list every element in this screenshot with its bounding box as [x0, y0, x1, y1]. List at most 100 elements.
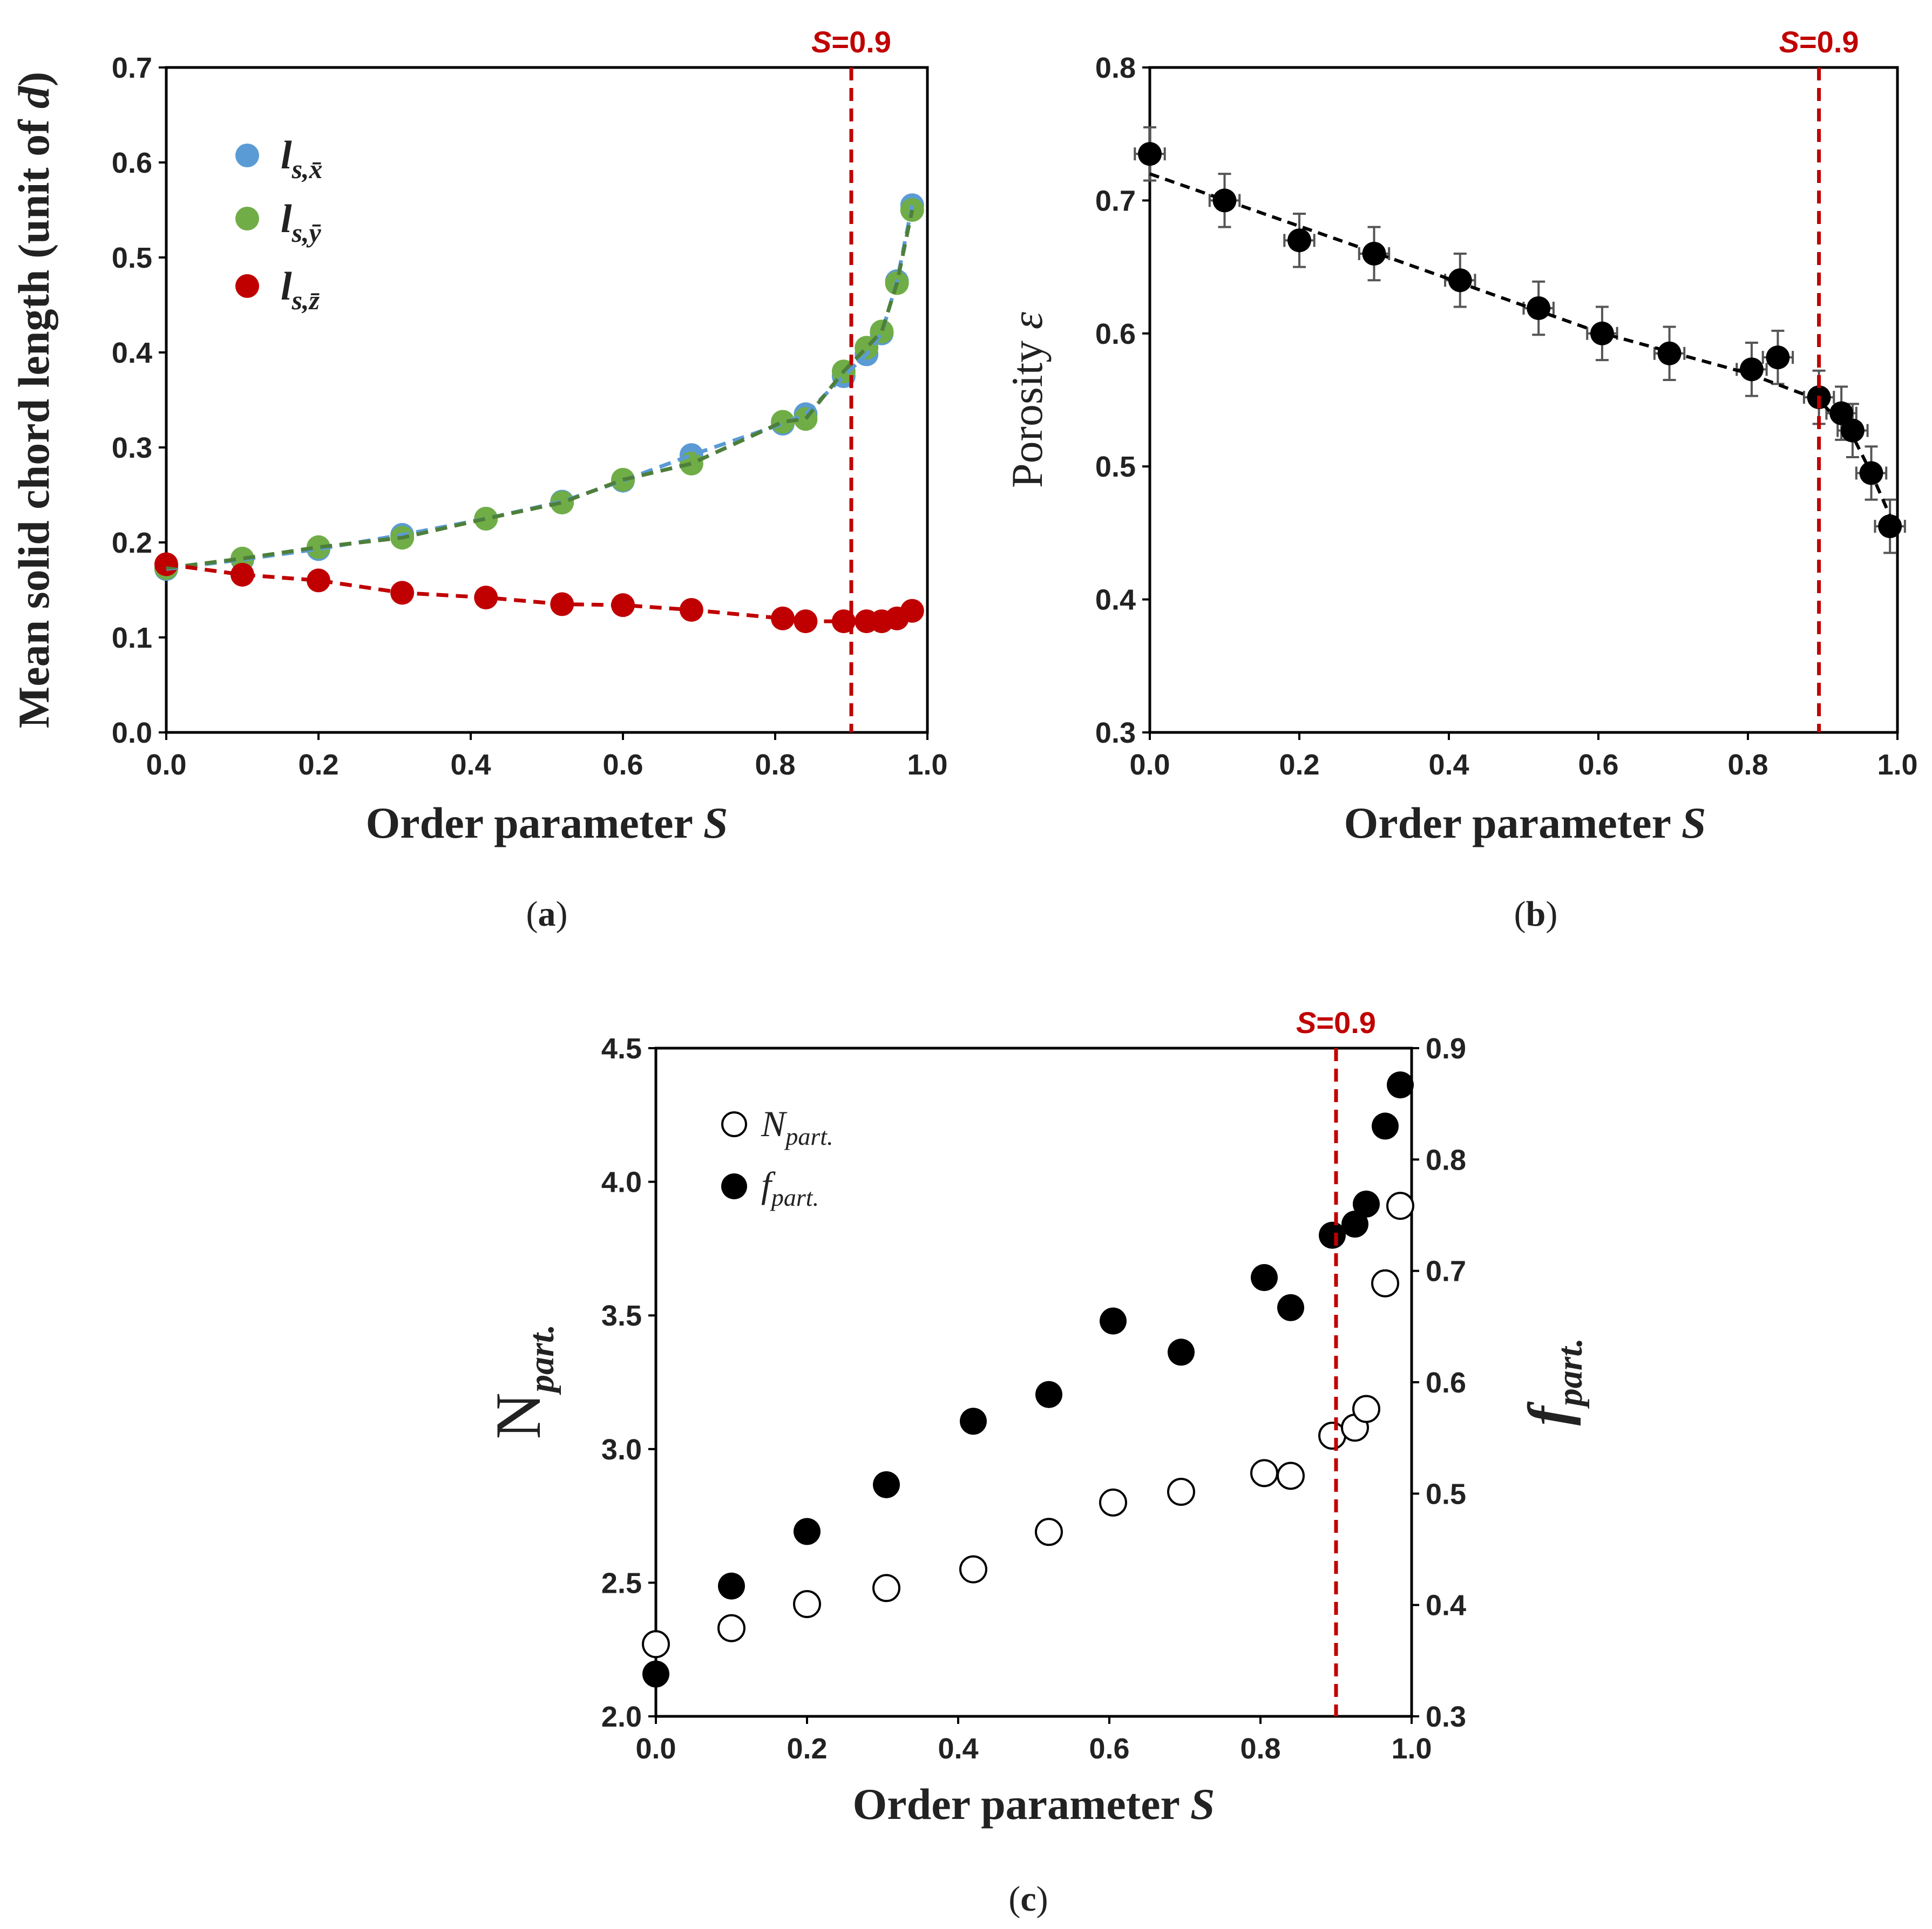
- panel-b: 0.0 0.2 0.4 0.6 0.8 1.0 0.3 0.4 0.5 0.6 0.7 0.8 S=0…: [1002, 25, 1918, 934]
- panel-c-right-axis-label: fpart.: [1517, 1338, 1590, 1426]
- panel-a-y-tick-label: 0.0: [112, 717, 152, 749]
- panel-c-point-fpart: [1372, 1112, 1399, 1140]
- panel-c-point-fpart: [960, 1408, 987, 1435]
- panel-a-y-tick-label: 0.3: [112, 432, 152, 464]
- panel-a-trend-line-series-1: [166, 209, 914, 570]
- panel-c-x-tick-label: 1.0: [1391, 1733, 1432, 1765]
- panel-b-x-tick-label: 0.8: [1727, 749, 1768, 781]
- panel-a-point-series-2: [611, 593, 635, 617]
- panel-c-x-tick-label: 0.6: [1089, 1733, 1129, 1765]
- panel-b-x-tick-label: 0.0: [1129, 749, 1170, 781]
- panel-b-y-tick-label: 0.5: [1095, 451, 1136, 483]
- panel-b-y-tick-label: 0.3: [1095, 717, 1136, 749]
- panel-c-point-fpart: [1168, 1339, 1195, 1366]
- panel-a-x-tick-label: 1.0: [907, 749, 947, 781]
- panel-a-point-series-1: [474, 507, 498, 531]
- panel-b-point: [1878, 514, 1902, 539]
- panel-b-point: [1840, 418, 1865, 443]
- panel-c-point-npart: [1099, 1488, 1127, 1517]
- panel-b-trend-line: [1149, 172, 1899, 534]
- panel-b-point: [1590, 321, 1614, 345]
- panel-b-point: [1657, 341, 1682, 365]
- panel-c-point-fpart: [718, 1572, 745, 1600]
- panel-c-point-fpart: [1251, 1264, 1278, 1292]
- panel-b-point: [1138, 142, 1162, 166]
- legend-label-npart: Npart.: [761, 1103, 833, 1150]
- panel-a-point-series-2: [307, 568, 330, 593]
- panel-c-point-fpart: [1319, 1221, 1346, 1249]
- panel-a-y-tick-label: 0.5: [112, 242, 152, 274]
- panel-c-point-npart: [717, 1614, 745, 1642]
- legend-label-lsx: ls,x̄: [281, 133, 323, 184]
- panel-a-x-tick-label: 0.6: [602, 749, 643, 781]
- legend-marker-fpart: [721, 1173, 747, 1199]
- panel-c-legend: Npart. fpart.: [721, 1103, 833, 1211]
- panel-c-x-axis-label: Order parameter S: [852, 1779, 1215, 1829]
- panel-a-point-series-2: [231, 562, 254, 587]
- panel-c-left-axis-label: Npart.: [482, 1324, 561, 1439]
- panel-c-point-npart: [793, 1590, 821, 1619]
- legend-marker-lsx: [235, 144, 259, 167]
- panel-a-caption: (a): [526, 894, 568, 934]
- panel-c-point-fpart: [1100, 1307, 1127, 1335]
- panel-c-right-y-tick-label: 0.3: [1426, 1701, 1466, 1733]
- panel-b-caption: (b): [1514, 894, 1558, 934]
- panel-c-x-tick-label: 0.2: [787, 1733, 827, 1765]
- panel-b-threshold-label: S=0.9: [1779, 25, 1859, 59]
- panel-a-y-tick-label: 0.7: [112, 52, 152, 84]
- panel-b-point: [1212, 188, 1237, 213]
- panel-c-point-npart: [642, 1630, 670, 1659]
- panel-b-x-tick-label: 0.2: [1279, 749, 1319, 781]
- legend-marker-lsz: [235, 274, 259, 298]
- panel-c-point-npart: [959, 1555, 987, 1584]
- panel-b-y-tick-label: 0.6: [1095, 318, 1136, 350]
- panel-c-point-fpart: [1387, 1071, 1414, 1099]
- panel-b-point: [1287, 228, 1311, 253]
- panel-a-trend-line-series-2: [166, 562, 913, 623]
- panel-c-threshold-label: S=0.9: [1296, 1006, 1376, 1040]
- panel-a-plot-frame: [165, 66, 929, 734]
- panel-a: 0.0 0.2 0.4 0.6 0.8 1.0 0.0 0.1 0.2 0.3 0.4 0.5 0.6 0…: [9, 25, 948, 934]
- panel-c-point-npart: [1250, 1459, 1278, 1487]
- panel-c-right-y-tick-label: 0.8: [1426, 1144, 1466, 1176]
- panel-b-point: [1739, 357, 1764, 382]
- panel-a-point-series-1: [771, 410, 795, 434]
- panel-c-point-npart: [1035, 1518, 1063, 1546]
- panel-b-point: [1527, 296, 1551, 320]
- panel-c-point-fpart: [1353, 1190, 1380, 1218]
- panel-c-point-fpart: [1341, 1211, 1368, 1238]
- panel-c-point-fpart: [642, 1660, 669, 1688]
- panel-c-right-y-tick-label: 0.6: [1426, 1367, 1466, 1399]
- panel-a-x-tick-label: 0.2: [298, 749, 338, 781]
- panel-c-left-y-tick-label: 3.0: [601, 1434, 642, 1466]
- panel-c-left-y-tick-label: 3.5: [601, 1300, 642, 1332]
- panel-a-y-tick-label: 0.1: [112, 622, 152, 654]
- panel-c-left-y-tick-label: 4.0: [601, 1166, 642, 1199]
- panel-b-x-tick-label: 0.6: [1578, 749, 1618, 781]
- panel-b-x-axis-label: Order parameter S: [1344, 798, 1706, 847]
- panel-a-point-series-1: [679, 451, 703, 476]
- panel-b-point: [1859, 461, 1883, 485]
- panel-c-right-y-tick-label: 0.7: [1426, 1255, 1466, 1288]
- panel-a-point-series-1: [550, 491, 574, 515]
- panel-b-point: [1448, 268, 1472, 293]
- panel-b-point: [1766, 345, 1790, 370]
- panel-c-point-npart: [1352, 1395, 1380, 1423]
- panel-c-point-fpart: [794, 1518, 821, 1545]
- panel-a-threshold-label: S=0.9: [811, 25, 891, 59]
- panel-a-x-tick-label: 0.8: [755, 749, 795, 781]
- panel-c-x-tick-label: 0.0: [635, 1733, 676, 1765]
- panel-c-point-npart: [1386, 1192, 1414, 1220]
- panel-c-caption: (c): [1008, 1879, 1048, 1919]
- panel-c-left-y-tick-label: 2.0: [601, 1701, 642, 1733]
- legend-marker-lsy: [235, 207, 259, 230]
- panel-c-point-fpart: [873, 1471, 900, 1498]
- legend-marker-npart: [721, 1111, 747, 1137]
- panel-b-y-tick-label: 0.8: [1095, 52, 1136, 84]
- legend-label-lsy: ls,ȳ: [281, 197, 322, 248]
- panel-c-x-tick-label: 0.8: [1240, 1733, 1280, 1765]
- panel-a-x-tick-label: 0.0: [146, 749, 186, 781]
- panel-a-point-series-2: [771, 606, 795, 630]
- panel-a-y-axis-label: Mean solid chord length (unit of d): [9, 72, 58, 728]
